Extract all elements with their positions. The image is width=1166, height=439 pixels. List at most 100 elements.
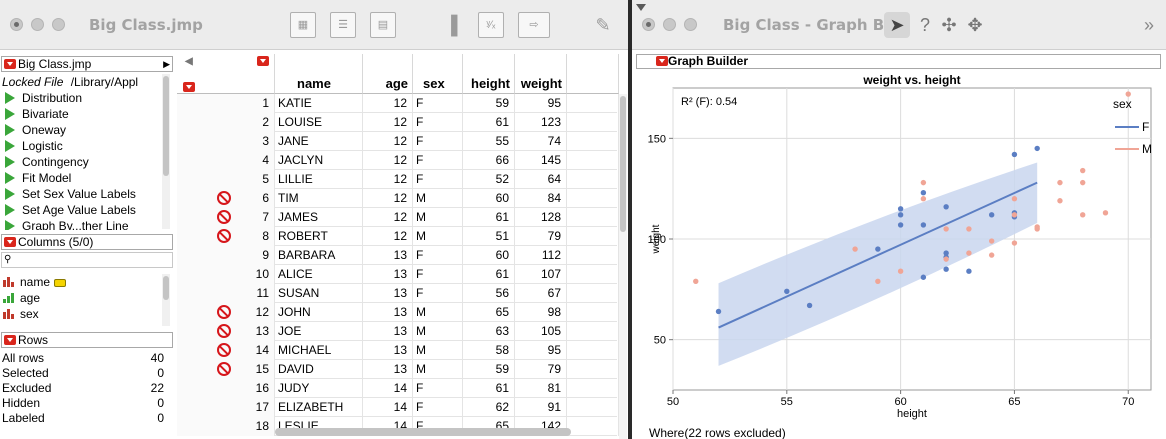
cell-weight[interactable]: 74 <box>515 132 567 151</box>
cell-weight[interactable]: 95 <box>515 94 567 113</box>
cell-name[interactable]: ELIZABETH <box>275 398 363 417</box>
cell-height[interactable]: 55 <box>463 132 515 151</box>
cell-age[interactable]: 13 <box>363 341 413 360</box>
cell-weight[interactable]: 81 <box>515 379 567 398</box>
row-number-cell[interactable]: 2 <box>177 113 275 132</box>
table-row[interactable]: 16 JUDY 14 F 61 81 <box>177 379 619 398</box>
pointer-tool-icon[interactable]: ➤ <box>884 12 910 38</box>
cell-sex[interactable]: F <box>413 284 463 303</box>
cell-sex[interactable]: F <box>413 132 463 151</box>
column-search-input[interactable]: ⚲ <box>1 252 173 268</box>
cell-weight[interactable]: 98 <box>515 303 567 322</box>
table-row[interactable]: 10 ALICE 13 F 61 107 <box>177 265 619 284</box>
zoom-window-button[interactable] <box>52 18 65 31</box>
empty-cell[interactable] <box>567 113 619 132</box>
table-row[interactable]: 17 ELIZABETH 14 F 62 91 <box>177 398 619 417</box>
table-script-item[interactable]: Logistic <box>2 138 63 154</box>
cell-name[interactable]: JANE <box>275 132 363 151</box>
cell-height[interactable]: 62 <box>463 398 515 417</box>
cell-weight[interactable]: 123 <box>515 113 567 132</box>
column-header-name[interactable]: name <box>275 54 363 94</box>
cell-sex[interactable]: F <box>413 417 463 436</box>
close-window-button[interactable] <box>10 18 23 31</box>
cell-name[interactable]: KATIE <box>275 94 363 113</box>
row-number-cell[interactable]: 3 <box>177 132 275 151</box>
cell-name[interactable]: JOHN <box>275 303 363 322</box>
cell-height[interactable]: 65 <box>463 303 515 322</box>
scripts-scroll-thumb[interactable] <box>163 76 169 176</box>
row-number-cell[interactable]: 8 <box>177 227 275 246</box>
cell-age[interactable]: 13 <box>363 265 413 284</box>
cell-weight[interactable]: 112 <box>515 246 567 265</box>
empty-cell[interactable] <box>567 398 619 417</box>
cell-age[interactable]: 12 <box>363 151 413 170</box>
cell-weight[interactable]: 95 <box>515 341 567 360</box>
columns-scrollbar[interactable] <box>162 274 170 326</box>
cell-age[interactable]: 12 <box>363 189 413 208</box>
distribution-icon[interactable]: ▐ <box>444 15 458 35</box>
cell-weight[interactable]: 79 <box>515 227 567 246</box>
cell-sex[interactable]: F <box>413 398 463 417</box>
cell-height[interactable]: 59 <box>463 360 515 379</box>
cell-weight[interactable]: 91 <box>515 398 567 417</box>
table-row[interactable]: 12 JOHN 13 M 65 98 <box>177 303 619 322</box>
cell-sex[interactable]: F <box>413 246 463 265</box>
cell-age[interactable]: 12 <box>363 208 413 227</box>
grid-view-icon[interactable]: ▤ <box>370 12 396 38</box>
table-row[interactable]: 7 JAMES 12 M 61 128 <box>177 208 619 227</box>
cell-sex[interactable]: F <box>413 151 463 170</box>
cell-name[interactable]: JOE <box>275 322 363 341</box>
cell-age[interactable]: 13 <box>363 246 413 265</box>
cell-height[interactable]: 60 <box>463 189 515 208</box>
cell-age[interactable]: 13 <box>363 284 413 303</box>
cell-weight[interactable]: 145 <box>515 151 567 170</box>
cell-weight[interactable]: 67 <box>515 284 567 303</box>
table-script-item[interactable]: Fit Model <box>2 170 71 186</box>
cell-height[interactable]: 60 <box>463 246 515 265</box>
column-item[interactable]: name <box>2 274 67 290</box>
cell-name[interactable]: LOUISE <box>275 113 363 132</box>
column-header-sex[interactable]: sex <box>413 54 463 94</box>
cell-name[interactable]: JAMES <box>275 208 363 227</box>
grid-horizontal-scrollbar[interactable] <box>275 428 571 436</box>
table-row[interactable]: 4 JACLYN 12 F 66 145 <box>177 151 619 170</box>
cell-sex[interactable]: M <box>413 322 463 341</box>
cell-name[interactable]: ROBERT <box>275 227 363 246</box>
cell-name[interactable]: MICHAEL <box>275 341 363 360</box>
cell-name[interactable]: JACLYN <box>275 151 363 170</box>
column-header-weight[interactable]: weight <box>515 54 567 94</box>
cell-age[interactable]: 13 <box>363 360 413 379</box>
table-script-item[interactable]: Graph By...ther Line <box>2 218 129 230</box>
row-header-corner[interactable]: ◀ <box>177 54 275 94</box>
cell-height[interactable]: 59 <box>463 94 515 113</box>
empty-column-header[interactable] <box>567 54 619 94</box>
cell-height[interactable]: 56 <box>463 284 515 303</box>
cell-sex[interactable]: M <box>413 208 463 227</box>
empty-cell[interactable] <box>567 284 619 303</box>
zoom-window-button[interactable] <box>684 18 697 31</box>
empty-cell[interactable] <box>567 151 619 170</box>
row-number-cell[interactable]: 14 <box>177 341 275 360</box>
empty-cell[interactable] <box>567 379 619 398</box>
cell-sex[interactable]: M <box>413 360 463 379</box>
table-row[interactable]: 8 ROBERT 12 M 51 79 <box>177 227 619 246</box>
graph-builder-menu-icon[interactable] <box>656 56 668 66</box>
columns-menu-icon[interactable] <box>4 237 16 247</box>
row-number-cell[interactable]: 9 <box>177 246 275 265</box>
cell-age[interactable]: 12 <box>363 113 413 132</box>
column-header-height[interactable]: height <box>463 54 515 94</box>
cell-sex[interactable]: M <box>413 227 463 246</box>
table-script-item[interactable]: Contingency <box>2 154 89 170</box>
table-script-item[interactable]: Distribution <box>2 90 82 106</box>
cell-name[interactable]: LILLIE <box>275 170 363 189</box>
move-tool-icon[interactable]: ✥ <box>967 15 983 35</box>
empty-cell[interactable] <box>567 189 619 208</box>
cell-sex[interactable]: F <box>413 113 463 132</box>
table-row[interactable]: 5 LILLIE 12 F 52 64 <box>177 170 619 189</box>
cell-weight[interactable]: 79 <box>515 360 567 379</box>
table-script-item[interactable]: Set Age Value Labels <box>2 202 136 218</box>
disclosure-icon[interactable] <box>636 4 646 11</box>
expand-right-icon[interactable]: ▶ <box>163 59 170 69</box>
empty-cell[interactable] <box>567 360 619 379</box>
fit-y-by-x-icon[interactable]: ʸ⁄ₓ <box>478 12 504 38</box>
